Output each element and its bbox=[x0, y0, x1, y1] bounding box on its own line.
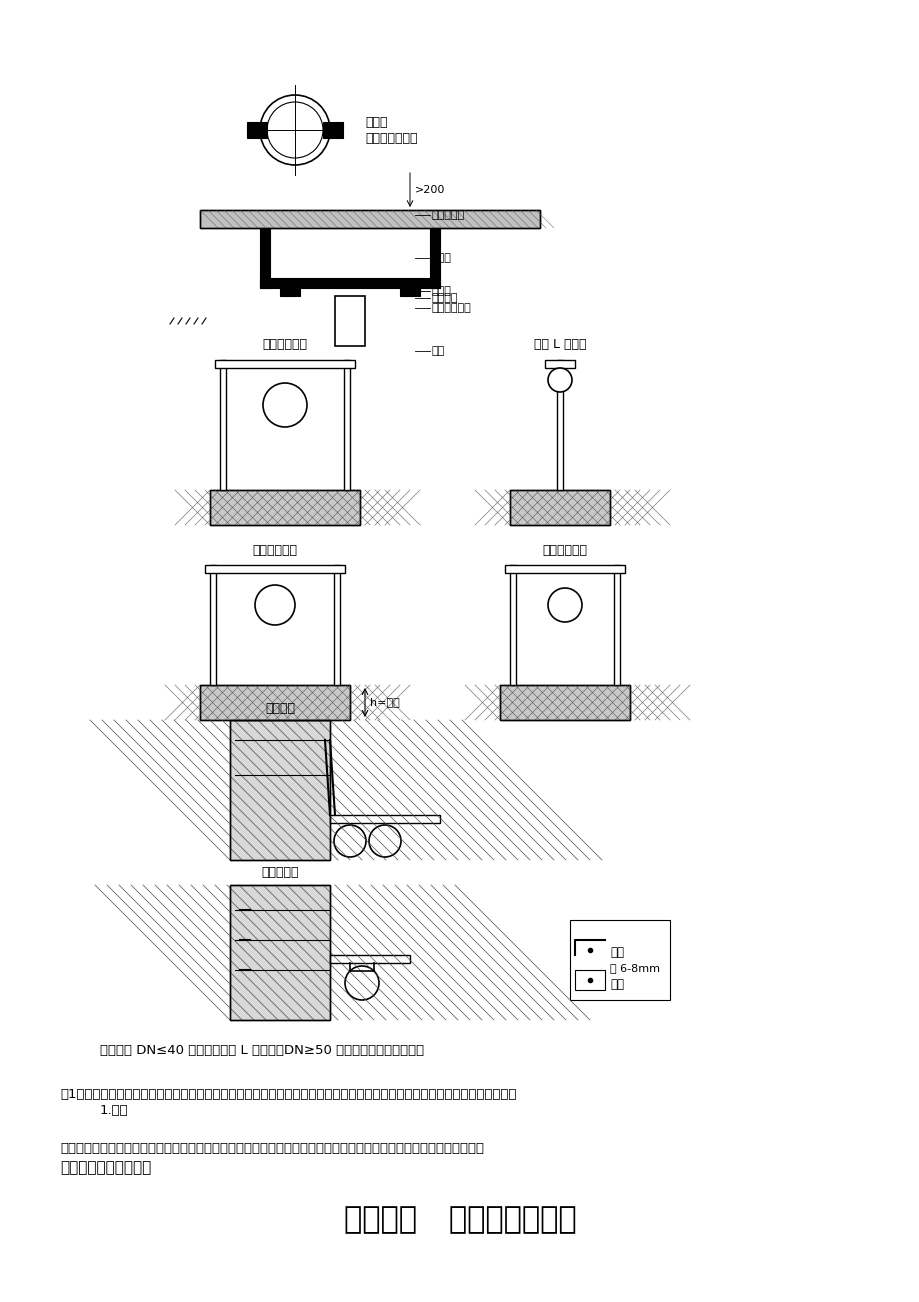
Text: 公称直径 DN≤40 的管子宜采用 L 型支架；DN≥50 的管子宜采用门型支架。: 公称直径 DN≤40 的管子宜采用 L 型支架；DN≥50 的管子宜采用门型支架… bbox=[100, 1043, 424, 1056]
Circle shape bbox=[369, 825, 401, 857]
Bar bbox=[215, 359, 355, 368]
Bar bbox=[499, 685, 630, 720]
Bar bbox=[210, 565, 216, 685]
Text: h=梁高: h=梁高 bbox=[369, 698, 400, 707]
Bar bbox=[335, 296, 365, 346]
Bar bbox=[556, 359, 562, 490]
Bar bbox=[505, 565, 624, 573]
Bar bbox=[205, 565, 345, 573]
Text: 参考图: 参考图 bbox=[365, 116, 387, 129]
Text: 铁板: 铁板 bbox=[609, 945, 623, 958]
Text: 槽钢门型支架: 槽钢门型支架 bbox=[262, 339, 307, 352]
Bar bbox=[210, 490, 359, 525]
Bar bbox=[260, 279, 439, 288]
Bar bbox=[544, 359, 574, 368]
Text: 用 6-8mm: 用 6-8mm bbox=[609, 963, 659, 973]
Bar bbox=[509, 490, 609, 525]
Text: 角钢 L 型支架: 角钢 L 型支架 bbox=[533, 339, 585, 352]
Text: 道辅板上: 道辅板上 bbox=[432, 293, 458, 303]
Text: 槽钢门型支架: 槽钢门型支架 bbox=[252, 543, 297, 556]
Text: 承重架焊接管: 承重架焊接管 bbox=[432, 303, 471, 312]
Circle shape bbox=[255, 585, 295, 625]
Polygon shape bbox=[230, 720, 330, 861]
Bar bbox=[323, 122, 343, 138]
Text: 1.制作: 1.制作 bbox=[100, 1104, 129, 1117]
Bar bbox=[334, 565, 340, 685]
Bar bbox=[210, 490, 359, 525]
Bar bbox=[400, 288, 420, 296]
Circle shape bbox=[263, 383, 307, 427]
Bar bbox=[246, 122, 267, 138]
Circle shape bbox=[260, 95, 330, 165]
Polygon shape bbox=[230, 885, 330, 1019]
Bar bbox=[199, 210, 539, 228]
Bar bbox=[509, 565, 516, 685]
Text: 管架（包括支架、吊架及固定、活动、导向等各种构造形式）的制作和安装应符合现行的国家规范规定及标准图集要求。: 管架（包括支架、吊架及固定、活动、导向等各种构造形式）的制作和安装应符合现行的国… bbox=[60, 1142, 483, 1155]
Bar bbox=[570, 921, 669, 1000]
Bar bbox=[220, 359, 226, 490]
Bar bbox=[613, 565, 619, 685]
Bar bbox=[499, 685, 630, 720]
Text: 承重架: 承重架 bbox=[432, 253, 451, 263]
Text: （1）管架的构造应正确，不得做成使管子固定为侧抱或倒抱型式；不得做成角钢或槽钢内侧朝上的型式。上述描述如下图所示。: （1）管架的构造应正确，不得做成使管子固定为侧抱或倒抱型式；不得做成角钢或槽钢内… bbox=[60, 1088, 516, 1101]
Text: 角钢门型支架: 角钢门型支架 bbox=[542, 543, 587, 556]
Bar bbox=[199, 210, 539, 228]
Text: 第一部分   给水、排水工程: 第一部分 给水、排水工程 bbox=[344, 1206, 575, 1234]
Bar bbox=[279, 288, 300, 296]
Circle shape bbox=[334, 825, 366, 857]
Text: 底座: 底座 bbox=[609, 979, 623, 992]
Text: 一字型托架: 一字型托架 bbox=[261, 867, 299, 879]
Text: 管道立管承重架: 管道立管承重架 bbox=[365, 132, 417, 145]
Text: 管道: 管道 bbox=[432, 346, 445, 355]
Text: >200: >200 bbox=[414, 185, 445, 195]
Circle shape bbox=[548, 368, 572, 392]
Bar bbox=[429, 228, 439, 288]
Circle shape bbox=[267, 102, 323, 158]
Bar bbox=[574, 970, 605, 990]
Text: 绝热垫: 绝热垫 bbox=[432, 286, 451, 296]
Bar bbox=[260, 228, 269, 288]
Circle shape bbox=[345, 966, 379, 1000]
Text: 混凝土楼板: 混凝土楼板 bbox=[432, 210, 465, 220]
Bar bbox=[509, 490, 609, 525]
Bar bbox=[344, 359, 349, 490]
Circle shape bbox=[548, 589, 582, 622]
Bar bbox=[330, 815, 439, 823]
Bar bbox=[199, 685, 349, 720]
Text: 牛腿托架: 牛腿托架 bbox=[265, 702, 295, 715]
Bar bbox=[199, 685, 349, 720]
Polygon shape bbox=[330, 954, 410, 963]
Text: 一、管架的制作和安装: 一、管架的制作和安装 bbox=[60, 1160, 151, 1176]
